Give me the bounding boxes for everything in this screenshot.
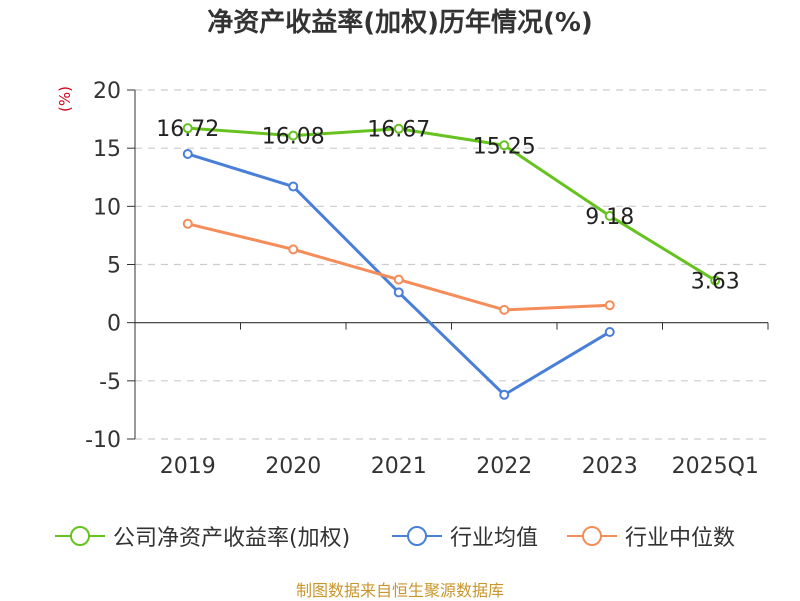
legend-item-company[interactable]: 公司净资产收益率(加权) [55,516,350,556]
legend-item-industry-avg[interactable]: 行业均值 [392,516,538,556]
x-tick-label: 2021 [371,454,427,479]
data-point [182,148,193,159]
legend-label-company: 公司净资产收益率(加权) [113,526,351,551]
chart-legend: 公司净资产收益率(加权) 行业均值 行业中位数 [0,516,800,556]
data-point [182,218,193,229]
x-tick-label: 2025Q1 [672,454,759,479]
y-tick-label: 20 [93,79,121,104]
data-point [288,130,299,141]
data-point [393,274,404,285]
data-point [499,140,510,151]
legend-line-marker-icon [392,526,442,546]
data-point [499,389,510,400]
data-point [604,326,615,337]
x-tick-label: 2019 [160,454,216,479]
x-tick-label: 2022 [476,454,532,479]
y-tick-label: 15 [93,137,121,162]
data-label: 15.25 [473,134,536,159]
chart-title: 净资产收益率(加权)历年情况(%) [207,8,593,38]
data-label: 9.18 [585,205,634,230]
chart-plot-area: 20 15 10 5 0 -5 -10 2019 2020 2021 2022 2023 2025Q1 1… [85,79,769,479]
legend-label-industry-avg: 行业均值 [450,526,539,551]
x-tick-label: 2023 [582,454,638,479]
y-tick-label: -10 [85,428,121,453]
source-note: 制图数据来自恒生聚源数据库 [295,581,504,600]
data-point [604,300,615,311]
y-tick-label: 0 [107,312,121,337]
data-point [710,275,721,286]
data-point [393,287,404,298]
data-point [182,123,193,134]
y-tick-label: 10 [93,195,121,220]
data-point [604,210,615,221]
data-label: 16.08 [262,125,325,150]
data-label: 3.63 [691,269,740,294]
legend-line-marker-icon [55,526,105,546]
legend-label-industry-median: 行业中位数 [625,526,736,551]
data-point [288,244,299,255]
data-point [288,181,299,192]
series-line [187,152,611,397]
legend-line-marker-icon [567,526,617,546]
y-tick-label: -5 [99,370,121,395]
data-point [393,123,404,134]
y-tick-label: 5 [107,254,121,279]
data-point [499,304,510,315]
data-label: 16.72 [156,117,219,142]
x-tick-label: 2020 [265,454,321,479]
data-label: 16.67 [367,118,430,143]
series-line [187,126,717,282]
legend-item-industry-median[interactable]: 行业中位数 [567,516,735,556]
